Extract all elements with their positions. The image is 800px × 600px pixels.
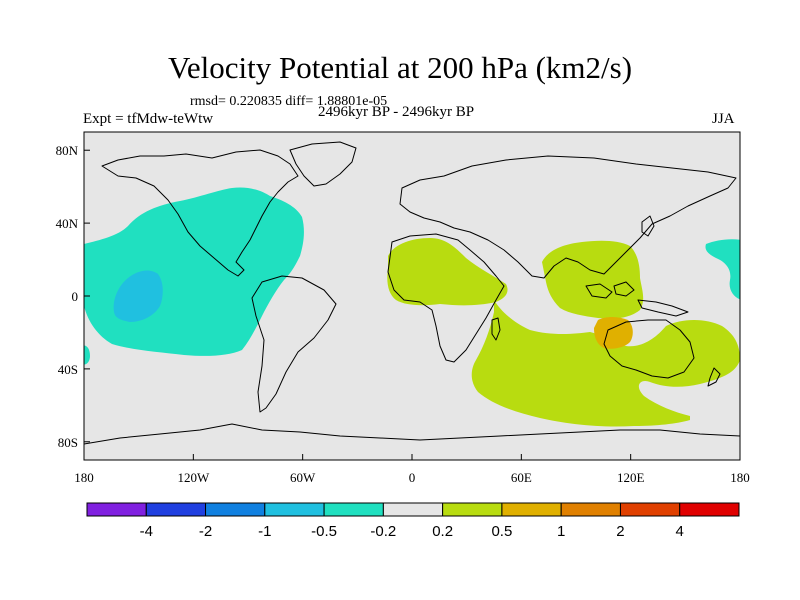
colorbar-label: -2 [199,523,212,540]
anomaly-region-indian-ocean [471,240,740,427]
colorbar-swatch [205,502,266,517]
colorbar-label: -1 [258,523,271,540]
colorbar-swatch [501,502,562,517]
coast-north-america [101,149,299,277]
coast-new-zealand [707,367,721,387]
lat-tick-label: 0 [72,289,79,304]
lon-tick-label: 60W [290,470,316,485]
colorbar-swatch [264,502,325,517]
lat-tick-label: 40N [56,216,79,231]
colorbar-swatch [619,502,681,517]
colorbar-label: -0.5 [311,523,337,540]
coast-europe-asia [399,155,737,279]
lon-tick-label: 120E [617,470,645,485]
coast-australia [603,319,695,379]
lat-tick-label: 80S [58,435,78,450]
lon-tick-label: 0 [409,470,416,485]
coast-south-america [251,275,337,413]
colorbar-label: 0.5 [491,523,512,540]
anomaly-fields [84,187,740,427]
lon-tick-label: 180 [74,470,94,485]
coastlines [84,141,740,445]
colorbar-label: 2 [616,523,624,540]
colorbar-swatch [323,502,384,517]
lon-tick-label: 120W [177,470,210,485]
coast-maritime-continent [585,281,689,317]
colorbar-label: -0.2 [370,523,396,540]
stats-label: rmsd= 0.220835 diff= 1.88801e-05 [190,94,388,109]
lon-tick-label: 180 [730,470,750,485]
anomaly-region-west-pacific-edge [705,239,740,300]
anomaly-region-nw-australia [594,317,633,349]
anomaly-region-west-edge [84,345,90,365]
colorbar-label: -4 [140,523,153,540]
colorbar-label: 4 [676,523,684,540]
colorbar-swatch [145,502,207,517]
anomaly-region-africa [387,238,508,306]
colorbar: -4 -2 -1 -0.5 -0.2 0.2 0.5 1 2 4 [86,502,740,540]
map-axes: 180 120W 60W 0 60E 120E 180 80N 40N 0 40S 80S [56,143,750,485]
colorbar-label: 0.2 [432,523,453,540]
lat-tick-label: 80N [56,143,79,158]
lon-tick-label: 60E [511,470,532,485]
coast-madagascar [491,317,501,341]
period-label: 2496kyr BP - 2496kyr BP [318,104,475,120]
colorbar-label: 1 [557,523,565,540]
colorbar-swatch [382,502,444,517]
colorbar-swatch [442,502,503,517]
coast-greenland [289,141,357,187]
coast-africa [387,233,505,363]
coast-japan [641,215,655,237]
season-label: JJA [712,111,735,127]
experiment-label: Expt = tfMdw-teWtw [83,111,214,127]
colorbar-swatch [679,502,740,517]
colorbar-swatch [560,502,621,517]
coast-antarctica [84,423,740,445]
anomaly-region-pacific-core [113,270,163,322]
colorbar-swatch [86,502,147,517]
chart-title: Velocity Potential at 200 hPa (km2/s) [167,50,633,85]
lat-tick-label: 40S [58,362,78,377]
